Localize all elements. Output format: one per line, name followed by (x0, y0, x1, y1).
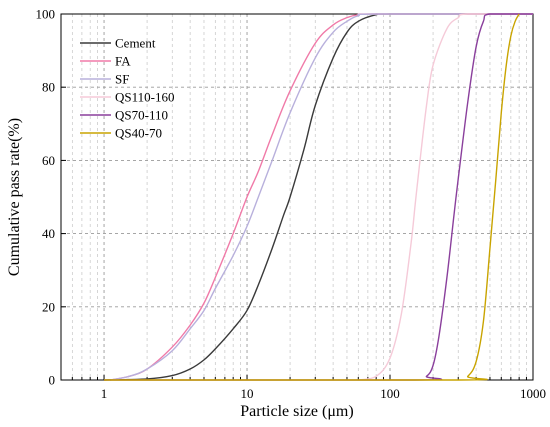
x-tick-label: 10 (241, 386, 254, 401)
x-tick-label: 100 (380, 386, 400, 401)
x-tick-label: 1 (101, 386, 108, 401)
series-line-cement (104, 13, 533, 381)
y-tick-label: 0 (49, 373, 56, 388)
y-tick-label: 20 (42, 299, 55, 314)
series-line-sf (109, 13, 533, 381)
legend-label-qs40-70: QS40-70 (115, 126, 162, 141)
series-line-qs40-70 (104, 13, 520, 381)
legend-label-sf: SF (115, 72, 129, 87)
grid-lines (60, 14, 533, 380)
y-axis-ticks: 0 20 40 60 80 100 (36, 7, 66, 388)
series-line-qs110-160 (358, 13, 533, 381)
legend-label-cement: Cement (115, 36, 156, 51)
series-line-qs70-110 (104, 13, 533, 381)
series-lines (104, 13, 533, 381)
legend-label-qs70-110: QS70-110 (115, 108, 168, 123)
y-tick-label: 60 (42, 153, 55, 168)
x-axis-ticks: 1 10 100 1000 (60, 375, 546, 401)
y-tick-label: 100 (36, 7, 56, 22)
y-tick-label: 40 (42, 226, 55, 241)
legend-label-qs110-160: QS110-160 (115, 90, 174, 105)
plot-frame (60, 13, 534, 381)
legend-label-fa: FA (115, 54, 131, 69)
legend: Cement FA SF QS110-160 QS70-110 QS40-70 (80, 36, 174, 141)
y-tick-label: 80 (42, 80, 55, 95)
y-axis-title: Cumulative pass rate(%) (6, 118, 23, 276)
series-line-fa (109, 13, 533, 381)
x-axis-title: Particle size (μm) (240, 403, 353, 420)
x-tick-label: 1000 (520, 386, 546, 401)
